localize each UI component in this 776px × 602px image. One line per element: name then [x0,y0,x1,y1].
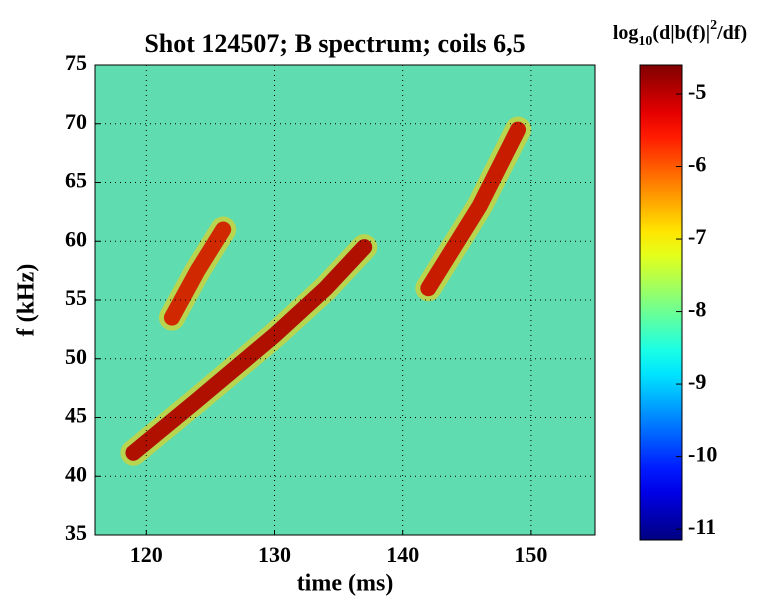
colorbar-tick-label: -6 [688,152,706,177]
colorbar-tick-label: -8 [688,297,706,322]
y-tick-label: 70 [65,109,87,134]
colorbar-tick-label: -5 [688,79,706,104]
colorbar-tick-label: -10 [688,442,717,467]
ridge [163,221,232,326]
colorbar-tick-label: -7 [688,224,706,249]
x-tick-label: 120 [130,542,163,567]
y-tick-label: 40 [65,461,87,486]
ridge [420,121,527,297]
y-tick-label: 45 [65,403,87,428]
y-axis-label: f (kHz) [14,264,40,337]
colorbar-tick-label: -9 [688,369,706,394]
colorbar-tick-label: -11 [688,514,716,539]
y-tick-label: 55 [65,285,87,310]
y-tick-label: 60 [65,226,87,251]
x-tick-label: 140 [386,542,419,567]
colorbar-label: log10(d|b(f)|2/df) [613,18,747,49]
x-tick-label: 130 [258,542,291,567]
colorbar-label-prefix: log [613,22,639,44]
colorbar-label-subscript: 10 [638,34,652,49]
colorbar-label-suffix: /df) [716,22,747,44]
colorbar [639,64,683,541]
x-tick-label: 150 [514,542,547,567]
x-axis-label: time (ms) [297,571,394,597]
y-tick-label: 65 [65,168,87,193]
colorbar-label-main: (d|b(f)| [652,22,710,44]
chart-title: Shot 124507; B spectrum; coils 6,5 [144,29,525,58]
y-tick-label: 75 [65,50,87,75]
y-tick-label: 35 [65,520,87,545]
y-tick-label: 50 [65,344,87,369]
colorbar-label-superscript: 2 [710,18,717,33]
